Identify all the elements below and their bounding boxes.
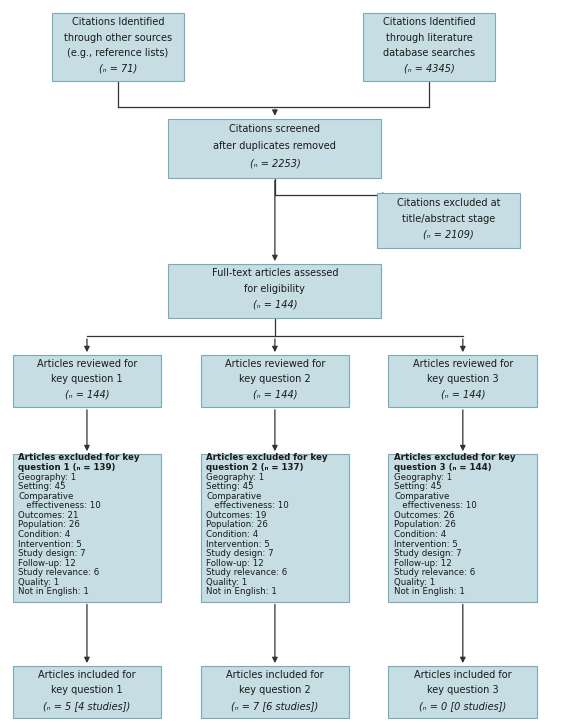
Text: key question 3: key question 3 xyxy=(427,375,499,385)
Text: (e.g., reference lists): (e.g., reference lists) xyxy=(67,48,168,59)
Text: Study relevance: 6: Study relevance: 6 xyxy=(18,568,99,577)
Text: Study design: 7: Study design: 7 xyxy=(18,549,86,558)
Text: (ₙ = 0 [0 studies]): (ₙ = 0 [0 studies]) xyxy=(419,701,507,711)
Text: Not in English: 1: Not in English: 1 xyxy=(394,587,465,596)
FancyBboxPatch shape xyxy=(168,264,381,318)
Text: Articles reviewed for: Articles reviewed for xyxy=(413,359,513,369)
Text: (ₙ = 71): (ₙ = 71) xyxy=(99,64,137,74)
Text: Condition: 4: Condition: 4 xyxy=(394,530,447,539)
Text: Setting: 45: Setting: 45 xyxy=(18,482,66,491)
Text: Follow-up: 12: Follow-up: 12 xyxy=(206,559,264,568)
FancyBboxPatch shape xyxy=(388,666,537,718)
Text: Quality: 1: Quality: 1 xyxy=(394,578,435,587)
Text: Not in English: 1: Not in English: 1 xyxy=(18,587,89,596)
FancyBboxPatch shape xyxy=(168,119,381,178)
Text: Geography: 1: Geography: 1 xyxy=(394,473,452,482)
FancyBboxPatch shape xyxy=(12,666,162,718)
Text: after duplicates removed: after duplicates removed xyxy=(213,142,337,152)
Text: Intervention: 5: Intervention: 5 xyxy=(206,539,270,549)
Text: Population: 26: Population: 26 xyxy=(206,521,268,529)
FancyBboxPatch shape xyxy=(201,355,349,407)
Text: Study design: 7: Study design: 7 xyxy=(394,549,462,558)
Text: Citations screened: Citations screened xyxy=(229,124,320,134)
Text: Quality: 1: Quality: 1 xyxy=(18,578,59,587)
Text: question 3 (ₙ = 144): question 3 (ₙ = 144) xyxy=(394,463,492,472)
Text: (ₙ = 144): (ₙ = 144) xyxy=(252,300,297,310)
Text: (ₙ = 2253): (ₙ = 2253) xyxy=(250,159,300,169)
Text: Articles reviewed for: Articles reviewed for xyxy=(37,359,137,369)
Text: Articles excluded for key: Articles excluded for key xyxy=(206,453,328,463)
Text: Geography: 1: Geography: 1 xyxy=(18,473,76,482)
FancyBboxPatch shape xyxy=(52,12,184,81)
Text: key question 2: key question 2 xyxy=(239,375,311,385)
Text: Setting: 45: Setting: 45 xyxy=(394,482,442,491)
Text: key question 1: key question 1 xyxy=(51,685,123,696)
Text: Citations Identified: Citations Identified xyxy=(383,17,475,27)
Text: effectiveness: 10: effectiveness: 10 xyxy=(18,501,101,510)
FancyBboxPatch shape xyxy=(201,666,349,718)
Text: (ₙ = 144): (ₙ = 144) xyxy=(65,390,109,400)
Text: Condition: 4: Condition: 4 xyxy=(18,530,71,539)
Text: for eligibility: for eligibility xyxy=(245,284,305,294)
Text: Geography: 1: Geography: 1 xyxy=(206,473,264,482)
Text: Intervention: 5: Intervention: 5 xyxy=(394,539,458,549)
Text: (ₙ = 4345): (ₙ = 4345) xyxy=(404,64,454,74)
Text: Comparative: Comparative xyxy=(18,492,73,501)
Text: Condition: 4: Condition: 4 xyxy=(206,530,259,539)
Text: effectiveness: 10: effectiveness: 10 xyxy=(394,501,477,510)
Text: Follow-up: 12: Follow-up: 12 xyxy=(394,559,452,568)
Text: Intervention: 5: Intervention: 5 xyxy=(18,539,82,549)
Text: Citations excluded at: Citations excluded at xyxy=(397,198,500,208)
Text: Outcomes: 21: Outcomes: 21 xyxy=(18,511,79,520)
Text: Study relevance: 6: Study relevance: 6 xyxy=(206,568,287,577)
Text: Full-text articles assessed: Full-text articles assessed xyxy=(211,268,338,278)
Text: Articles excluded for key: Articles excluded for key xyxy=(18,453,140,463)
Text: (ₙ = 5 [4 studies]): (ₙ = 5 [4 studies]) xyxy=(43,701,131,711)
Text: question 1 (ₙ = 139): question 1 (ₙ = 139) xyxy=(18,463,116,472)
FancyBboxPatch shape xyxy=(388,454,537,602)
Text: Comparative: Comparative xyxy=(206,492,261,501)
Text: database searches: database searches xyxy=(383,48,475,59)
Text: through literature: through literature xyxy=(386,33,472,43)
Text: key question 1: key question 1 xyxy=(51,375,123,385)
Text: Comparative: Comparative xyxy=(394,492,449,501)
Text: Not in English: 1: Not in English: 1 xyxy=(206,587,277,596)
FancyBboxPatch shape xyxy=(201,454,349,602)
Text: Setting: 45: Setting: 45 xyxy=(206,482,254,491)
Text: Population: 26: Population: 26 xyxy=(394,521,456,529)
Text: (ₙ = 144): (ₙ = 144) xyxy=(252,390,297,400)
Text: (ₙ = 2109): (ₙ = 2109) xyxy=(424,230,474,240)
FancyBboxPatch shape xyxy=(388,355,537,407)
FancyBboxPatch shape xyxy=(12,454,162,602)
Text: Outcomes: 26: Outcomes: 26 xyxy=(394,511,454,520)
Text: title/abstract stage: title/abstract stage xyxy=(402,214,495,224)
Text: (ₙ = 7 [6 studies]): (ₙ = 7 [6 studies]) xyxy=(231,701,319,711)
Text: Articles excluded for key: Articles excluded for key xyxy=(394,453,516,463)
Text: Outcomes: 19: Outcomes: 19 xyxy=(206,511,266,520)
Text: Citations Identified: Citations Identified xyxy=(72,17,164,27)
Text: through other sources: through other sources xyxy=(64,33,172,43)
Text: Articles included for: Articles included for xyxy=(226,670,324,680)
Text: Population: 26: Population: 26 xyxy=(18,521,80,529)
Text: Articles included for: Articles included for xyxy=(414,670,512,680)
FancyBboxPatch shape xyxy=(364,12,495,81)
FancyBboxPatch shape xyxy=(12,355,162,407)
Text: Study design: 7: Study design: 7 xyxy=(206,549,274,558)
Text: Follow-up: 12: Follow-up: 12 xyxy=(18,559,76,568)
Text: question 2 (ₙ = 137): question 2 (ₙ = 137) xyxy=(206,463,304,472)
Text: Study relevance: 6: Study relevance: 6 xyxy=(394,568,475,577)
Text: (ₙ = 144): (ₙ = 144) xyxy=(440,390,485,400)
Text: key question 3: key question 3 xyxy=(427,685,499,696)
Text: Articles reviewed for: Articles reviewed for xyxy=(225,359,325,369)
Text: Quality: 1: Quality: 1 xyxy=(206,578,247,587)
Text: key question 2: key question 2 xyxy=(239,685,311,696)
Text: effectiveness: 10: effectiveness: 10 xyxy=(206,501,289,510)
Text: Articles included for: Articles included for xyxy=(38,670,136,680)
FancyBboxPatch shape xyxy=(377,193,521,247)
